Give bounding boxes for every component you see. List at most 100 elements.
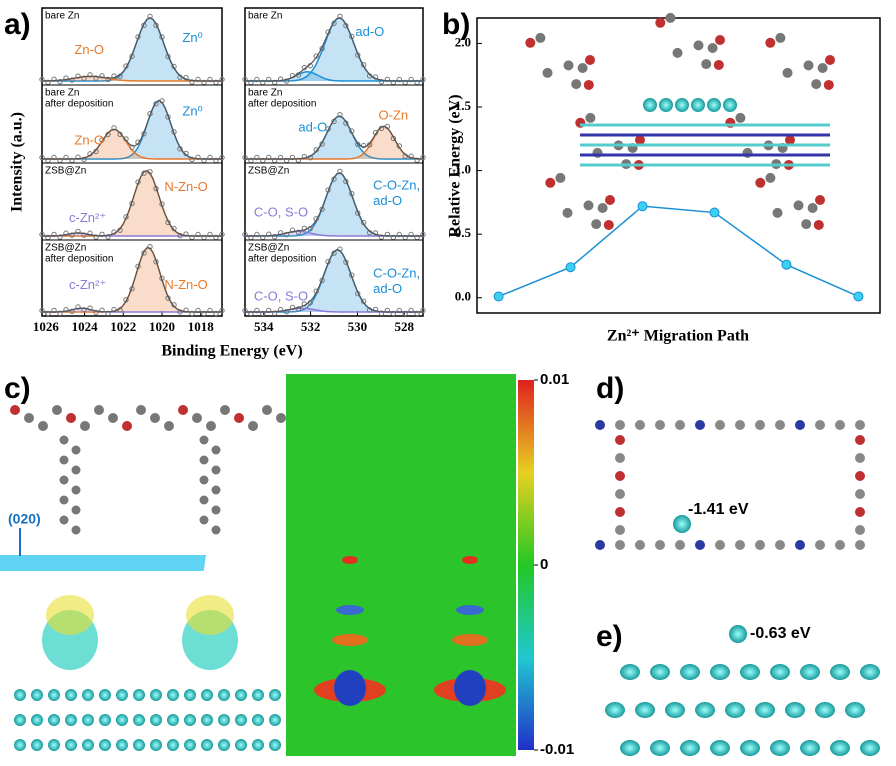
atom xyxy=(715,420,725,430)
atom xyxy=(635,420,645,430)
zn-atom xyxy=(14,689,26,701)
atom xyxy=(597,202,608,213)
x-tick-label: 1022 xyxy=(110,319,136,334)
component-label: C-O-Zn, xyxy=(373,266,420,281)
colorbar xyxy=(518,380,534,750)
atom xyxy=(211,445,221,455)
raw-point xyxy=(99,307,105,313)
component-label: C-O, S-O xyxy=(254,204,308,219)
zn-atom xyxy=(150,714,162,726)
sample-label: ZSB@Zn xyxy=(248,243,289,254)
zn-atom xyxy=(65,689,77,701)
zn-atom xyxy=(785,702,805,718)
raw-point xyxy=(99,73,105,79)
atom xyxy=(571,79,582,90)
atom xyxy=(577,62,588,73)
atom xyxy=(59,495,69,505)
zn-atom xyxy=(770,740,790,756)
panel-label: d) xyxy=(596,372,624,405)
atom xyxy=(562,207,573,218)
raw-point xyxy=(301,153,308,160)
atom xyxy=(595,420,605,430)
zn-atom xyxy=(184,689,196,701)
raw-point xyxy=(75,228,81,235)
raw-point xyxy=(75,73,81,79)
raw-point xyxy=(295,229,302,236)
atom xyxy=(813,219,824,230)
raw-point xyxy=(219,231,225,238)
raw-point xyxy=(219,307,225,314)
sample-label: ZSB@Zn xyxy=(45,166,86,177)
zn-atom xyxy=(31,714,43,726)
sample-label: bare Zn xyxy=(248,11,282,22)
raw-point xyxy=(266,307,272,314)
atom xyxy=(855,489,865,499)
raw-point xyxy=(111,73,117,79)
plane-label: (020) xyxy=(8,511,41,527)
y-axis-label: Intensity (a.u.) xyxy=(9,112,26,212)
raw-point xyxy=(183,307,189,313)
raw-point xyxy=(81,75,87,81)
raw-point xyxy=(396,307,402,314)
atom xyxy=(775,32,786,43)
atom xyxy=(80,421,90,431)
raw-point xyxy=(277,154,284,161)
atom xyxy=(211,505,221,515)
atom xyxy=(655,540,665,550)
atom xyxy=(825,55,835,65)
sample-label: bare Zn xyxy=(45,11,79,22)
atom xyxy=(693,40,704,51)
component-label: C-O-Zn, xyxy=(373,178,420,193)
peak-fill xyxy=(245,249,423,312)
raw-point xyxy=(372,306,379,313)
raw-point xyxy=(39,154,45,161)
atom xyxy=(803,60,814,71)
peak-fill xyxy=(245,17,423,81)
raw-point xyxy=(39,76,45,83)
atom xyxy=(199,455,209,465)
colorbar-label: 0 xyxy=(540,556,548,573)
atom xyxy=(815,195,825,205)
atom xyxy=(199,515,209,525)
raw-point xyxy=(242,76,248,83)
atom xyxy=(52,405,62,415)
atom xyxy=(855,507,865,517)
raw-point xyxy=(408,76,414,83)
zn-atom xyxy=(218,714,230,726)
atom xyxy=(59,435,69,445)
atom xyxy=(695,540,705,550)
charge-density xyxy=(186,595,234,635)
zn-atom xyxy=(218,739,230,751)
point xyxy=(637,201,648,212)
raw-point xyxy=(283,78,290,84)
atom xyxy=(701,59,712,70)
zn-atom xyxy=(740,664,760,680)
zn-atom xyxy=(252,739,264,751)
atom xyxy=(108,413,118,423)
raw-point xyxy=(87,230,93,236)
x-axis-label: Zn²⁺ Migration Path xyxy=(607,328,749,345)
peak-fill xyxy=(245,126,423,159)
zn-atom xyxy=(235,689,247,701)
x-tick-label: 1018 xyxy=(188,319,215,334)
atom xyxy=(715,35,725,45)
atom xyxy=(782,67,793,78)
zn-atom xyxy=(635,702,655,718)
zn-atom xyxy=(675,98,689,112)
atom xyxy=(94,405,104,415)
raw-point xyxy=(195,76,201,83)
fit-envelope xyxy=(244,172,423,237)
x-tick-label: 1026 xyxy=(33,319,60,334)
atom xyxy=(71,445,81,455)
raw-point xyxy=(51,76,57,82)
atom xyxy=(615,489,625,499)
zn-atom xyxy=(800,740,820,756)
zn-atom xyxy=(691,98,705,112)
zn-atom xyxy=(665,702,685,718)
y-tick-label: 1.5 xyxy=(455,98,472,113)
raw-point xyxy=(271,234,278,240)
atom xyxy=(136,405,146,415)
peak-fill xyxy=(42,17,222,81)
raw-point xyxy=(39,307,45,314)
panel-label: b) xyxy=(442,8,470,41)
